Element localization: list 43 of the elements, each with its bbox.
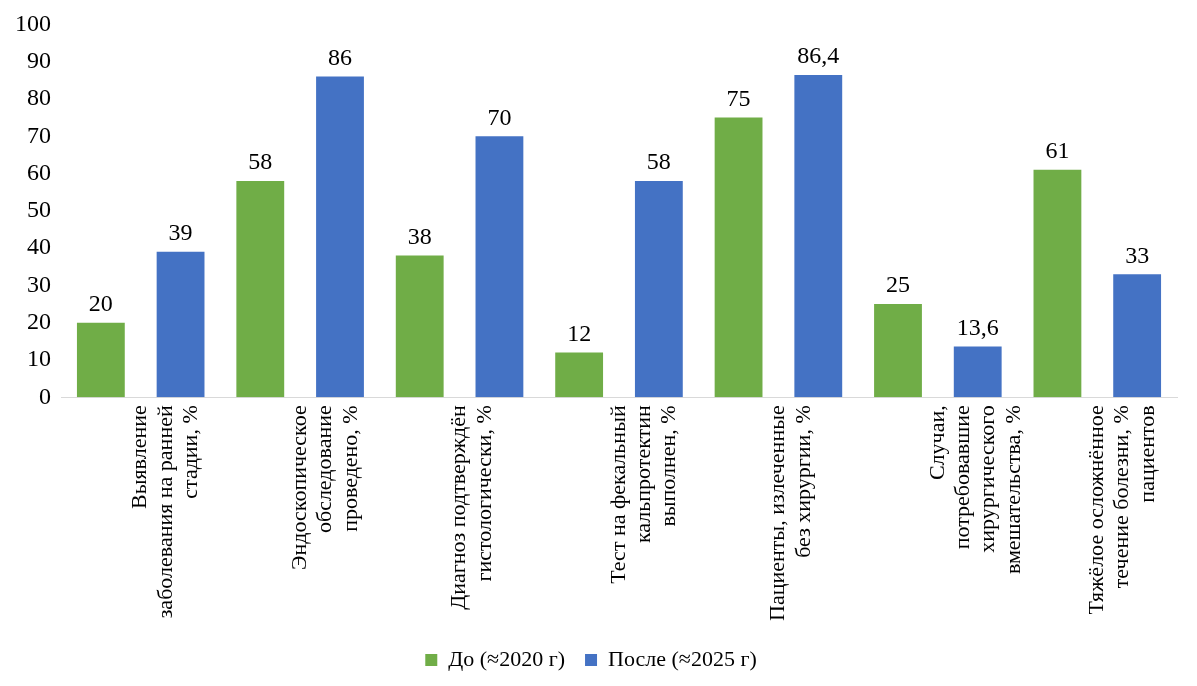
data-label: 25 xyxy=(886,271,910,298)
y-tick-label: 20 xyxy=(27,308,51,335)
bar xyxy=(475,136,524,398)
data-label: 86 xyxy=(328,43,352,70)
y-tick-label: 0 xyxy=(39,382,51,409)
bar xyxy=(953,346,1002,398)
bar xyxy=(555,352,604,398)
y-tick-label: 30 xyxy=(27,270,51,297)
data-label: 58 xyxy=(646,148,671,175)
bar xyxy=(794,75,843,398)
y-tick-label: 60 xyxy=(27,158,51,185)
y-tick-label: 10 xyxy=(27,345,51,372)
y-tick-label: 70 xyxy=(27,121,51,148)
x-tick-label: Тест на фекальный кальпротектин выполнен, % xyxy=(604,405,681,584)
legend-label: До (≈2020 г) xyxy=(448,645,566,671)
data-label: 20 xyxy=(88,290,113,317)
legend-label: После (≈2025 г) xyxy=(608,645,757,671)
bar xyxy=(395,255,444,398)
bar xyxy=(874,304,922,398)
data-label: 39 xyxy=(168,219,193,246)
data-label: 70 xyxy=(487,103,512,130)
x-tick-label: Выявление заболевания на ранней стадии, % xyxy=(126,405,203,619)
bar xyxy=(156,251,205,398)
y-tick-label: 80 xyxy=(27,84,51,111)
bar xyxy=(236,181,285,398)
data-label: 33 xyxy=(1125,241,1150,268)
y-tick-label: 90 xyxy=(27,46,51,73)
bar xyxy=(1033,169,1082,398)
data-label: 86,4 xyxy=(797,42,840,69)
data-label: 75 xyxy=(726,84,751,111)
data-label: 13,6 xyxy=(956,313,999,340)
y-tick-label: 40 xyxy=(27,233,51,260)
y-tick-label: 100 xyxy=(15,9,51,36)
bar xyxy=(714,117,763,398)
data-label: 61 xyxy=(1045,137,1070,164)
data-label: 12 xyxy=(567,319,592,346)
bar xyxy=(634,181,683,398)
bar xyxy=(76,322,125,398)
bar xyxy=(1113,274,1162,398)
data-label: 58 xyxy=(248,148,273,175)
y-tick-label: 50 xyxy=(27,196,51,223)
data-label: 38 xyxy=(407,222,432,249)
bar xyxy=(316,76,364,398)
